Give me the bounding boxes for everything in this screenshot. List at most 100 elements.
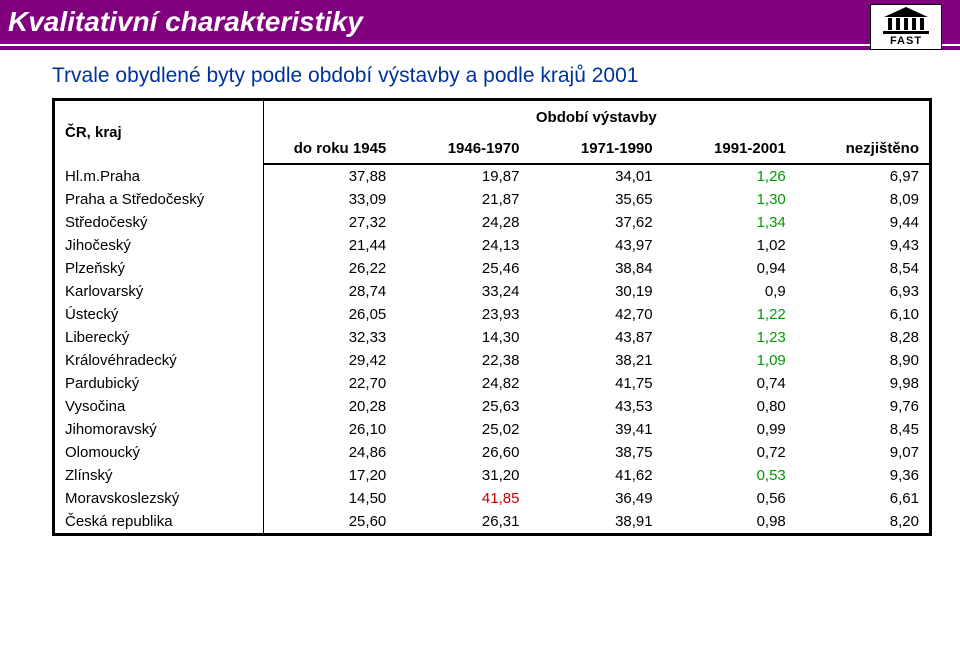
cell-value: 9,98 xyxy=(796,372,929,395)
cell-value: 8,09 xyxy=(796,188,929,211)
cell-value: 43,53 xyxy=(529,395,662,418)
row-label: Zlínský xyxy=(55,464,263,487)
cell-value: 37,62 xyxy=(529,211,662,234)
cell-value: 35,65 xyxy=(529,188,662,211)
row-label: Ústecký xyxy=(55,303,263,326)
cell-value: 38,75 xyxy=(529,441,662,464)
cell-value: 14,30 xyxy=(396,326,529,349)
cell-value: 24,13 xyxy=(396,234,529,257)
cell-value: 38,91 xyxy=(529,510,662,533)
cell-value: 8,54 xyxy=(796,257,929,280)
cell-value: 0,74 xyxy=(663,372,796,395)
cell-value: 33,24 xyxy=(396,280,529,303)
cell-value: 26,05 xyxy=(263,303,396,326)
row-label: Jihomoravský xyxy=(55,418,263,441)
cell-value: 1,22 xyxy=(663,303,796,326)
table-row: Plzeňský26,2225,4638,840,948,54 xyxy=(55,257,929,280)
cell-value: 8,90 xyxy=(796,349,929,372)
cell-value: 1,34 xyxy=(663,211,796,234)
cell-value: 29,42 xyxy=(263,349,396,372)
cell-value: 28,74 xyxy=(263,280,396,303)
cell-value: 8,20 xyxy=(796,510,929,533)
row-label: Olomoucký xyxy=(55,441,263,464)
cell-value: 26,60 xyxy=(396,441,529,464)
cell-value: 9,07 xyxy=(796,441,929,464)
cell-value: 0,9 xyxy=(663,280,796,303)
cell-value: 9,36 xyxy=(796,464,929,487)
table-row: Zlínský17,2031,2041,620,539,36 xyxy=(55,464,929,487)
cell-value: 0,98 xyxy=(663,510,796,533)
cell-value: 9,44 xyxy=(796,211,929,234)
row-label: Liberecký xyxy=(55,326,263,349)
cell-value: 34,01 xyxy=(529,164,662,188)
row-label: Moravskoslezský xyxy=(55,487,263,510)
table-row: Praha a Středočeský33,0921,8735,651,308,… xyxy=(55,188,929,211)
cell-value: 41,62 xyxy=(529,464,662,487)
cell-value: 1,30 xyxy=(663,188,796,211)
row-label: Královéhradecký xyxy=(55,349,263,372)
cell-value: 0,80 xyxy=(663,395,796,418)
cell-value: 33,09 xyxy=(263,188,396,211)
cell-value: 6,93 xyxy=(796,280,929,303)
cell-value: 22,38 xyxy=(396,349,529,372)
cell-value: 21,44 xyxy=(263,234,396,257)
table-row: Jihočeský21,4424,1343,971,029,43 xyxy=(55,234,929,257)
slide-subtitle: Trvale obydlené byty podle období výstav… xyxy=(52,64,932,88)
cell-value: 26,10 xyxy=(263,418,396,441)
row-label: Karlovarský xyxy=(55,280,263,303)
col-header-1: 1946-1970 xyxy=(396,134,529,164)
cell-value: 0,94 xyxy=(663,257,796,280)
cell-value: 0,72 xyxy=(663,441,796,464)
cell-value: 42,70 xyxy=(529,303,662,326)
cell-value: 31,20 xyxy=(396,464,529,487)
table-row: Karlovarský28,7433,2430,190,96,93 xyxy=(55,280,929,303)
cell-value: 24,28 xyxy=(396,211,529,234)
row-label: Praha a Středočeský xyxy=(55,188,263,211)
table-row: Liberecký32,3314,3043,871,238,28 xyxy=(55,326,929,349)
col-header-3: 1991-2001 xyxy=(663,134,796,164)
table-row: Pardubický22,7024,8241,750,749,98 xyxy=(55,372,929,395)
col-header-region: ČR, kraj xyxy=(55,101,263,164)
col-header-2: 1971-1990 xyxy=(529,134,662,164)
cell-value: 26,22 xyxy=(263,257,396,280)
cell-value: 1,09 xyxy=(663,349,796,372)
cell-value: 1,23 xyxy=(663,326,796,349)
logo-building-icon xyxy=(883,7,929,34)
cell-value: 41,85 xyxy=(396,487,529,510)
cell-value: 1,26 xyxy=(663,164,796,188)
row-label: Vysočina xyxy=(55,395,263,418)
cell-value: 21,87 xyxy=(396,188,529,211)
slide-header: Kvalitativní charakteristiky xyxy=(0,0,960,44)
cell-value: 43,87 xyxy=(529,326,662,349)
cell-value: 8,45 xyxy=(796,418,929,441)
row-label: Hl.m.Praha xyxy=(55,164,263,188)
table-row: Česká republika25,6026,3138,910,988,20 xyxy=(55,510,929,533)
cell-value: 6,61 xyxy=(796,487,929,510)
row-label: Pardubický xyxy=(55,372,263,395)
row-label: Plzeňský xyxy=(55,257,263,280)
table-row: Středočeský27,3224,2837,621,349,44 xyxy=(55,211,929,234)
col-header-super: Období výstavby xyxy=(263,101,929,134)
row-label: Česká republika xyxy=(55,510,263,533)
cell-value: 9,76 xyxy=(796,395,929,418)
cell-value: 14,50 xyxy=(263,487,396,510)
col-header-0: do roku 1945 xyxy=(263,134,396,164)
cell-value: 25,02 xyxy=(396,418,529,441)
cell-value: 0,99 xyxy=(663,418,796,441)
cell-value: 25,60 xyxy=(263,510,396,533)
cell-value: 24,86 xyxy=(263,441,396,464)
cell-value: 6,10 xyxy=(796,303,929,326)
table-row: Hl.m.Praha37,8819,8734,011,266,97 xyxy=(55,164,929,188)
row-label: Jihočeský xyxy=(55,234,263,257)
cell-value: 1,02 xyxy=(663,234,796,257)
cell-value: 8,28 xyxy=(796,326,929,349)
row-label: Středočeský xyxy=(55,211,263,234)
cell-value: 0,56 xyxy=(663,487,796,510)
cell-value: 41,75 xyxy=(529,372,662,395)
cell-value: 17,20 xyxy=(263,464,396,487)
cell-value: 20,28 xyxy=(263,395,396,418)
cell-value: 26,31 xyxy=(396,510,529,533)
cell-value: 38,84 xyxy=(529,257,662,280)
cell-value: 38,21 xyxy=(529,349,662,372)
cell-value: 6,97 xyxy=(796,164,929,188)
